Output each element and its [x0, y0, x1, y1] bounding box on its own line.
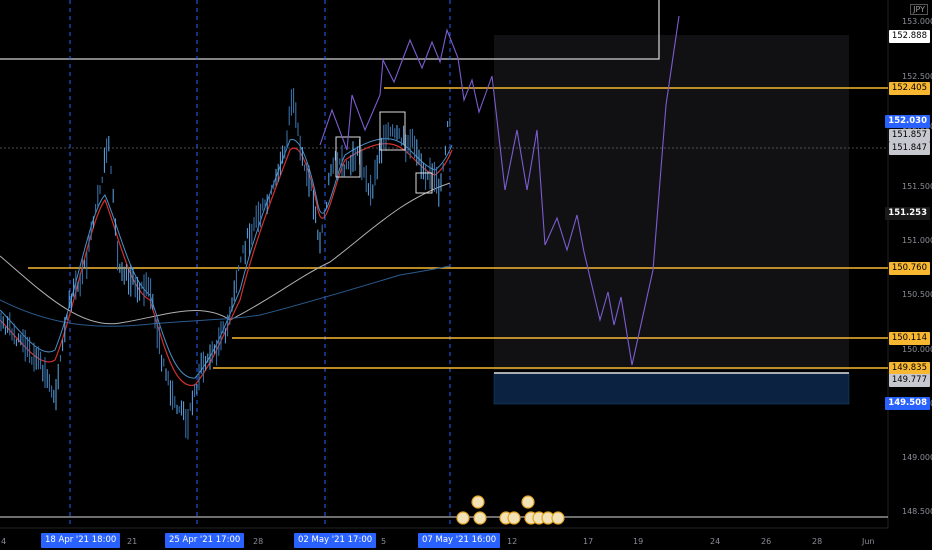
- time-tick: 28: [812, 537, 823, 546]
- projection-zone[interactable]: [494, 35, 849, 370]
- resistance-box[interactable]: [0, 0, 660, 60]
- time-label-highlighted: 25 Apr '21 17:00: [165, 533, 245, 548]
- ma-light-blue: [0, 138, 453, 379]
- price-label: 152.030: [885, 115, 930, 128]
- time-label-highlighted: 18 Apr '21 18:00: [41, 533, 121, 548]
- time-tick: 21: [127, 537, 138, 546]
- price-tick: 151.500: [902, 182, 932, 191]
- price-candles: [0, 87, 451, 440]
- time-tick: 24: [710, 537, 721, 546]
- time-tick: 19: [633, 537, 644, 546]
- time-tick: 28: [253, 537, 264, 546]
- time-label-highlighted: 02 May '21 17:00: [294, 533, 377, 548]
- consolidation-boxes: [335, 111, 433, 194]
- price-tick: 148.500: [902, 507, 932, 516]
- price-label: 149.835: [888, 362, 930, 375]
- time-tick: 4: [1, 537, 7, 546]
- projection-path[interactable]: [319, 15, 680, 366]
- price-label: 150.114: [888, 332, 930, 345]
- price-label: 150.760: [888, 262, 930, 275]
- price-label: 151.857: [888, 129, 930, 142]
- price-label: 149.777: [888, 374, 930, 387]
- price-label: 152.405: [888, 82, 930, 95]
- time-tick: Jun: [862, 537, 875, 546]
- time-tick: 12: [507, 537, 518, 546]
- time-tick: 5: [381, 537, 387, 546]
- currency-label: JPY: [910, 4, 928, 15]
- time-label-highlighted: 07 May '21 16:00: [418, 533, 501, 548]
- time-tick: 17: [583, 537, 594, 546]
- price-label: 151.847: [888, 142, 930, 155]
- target-zone[interactable]: [493, 372, 850, 405]
- time-tick: 26: [761, 537, 772, 546]
- price-tick: 150.500: [902, 290, 932, 299]
- ma-long-gray: [0, 182, 451, 325]
- price-label: 149.508: [885, 397, 930, 410]
- ma-blue: [0, 265, 451, 327]
- event-icons[interactable]: [456, 495, 565, 525]
- price-tick: 152.500: [902, 72, 932, 81]
- price-label: 151.253: [885, 207, 930, 220]
- ma-red: [0, 143, 453, 386]
- price-tick: 149.000: [902, 453, 932, 462]
- price-label: 152.888: [888, 30, 930, 43]
- price-tick: 151.000: [902, 236, 932, 245]
- price-tick: 153.000: [902, 17, 932, 26]
- price-tick: 150.000: [902, 345, 932, 354]
